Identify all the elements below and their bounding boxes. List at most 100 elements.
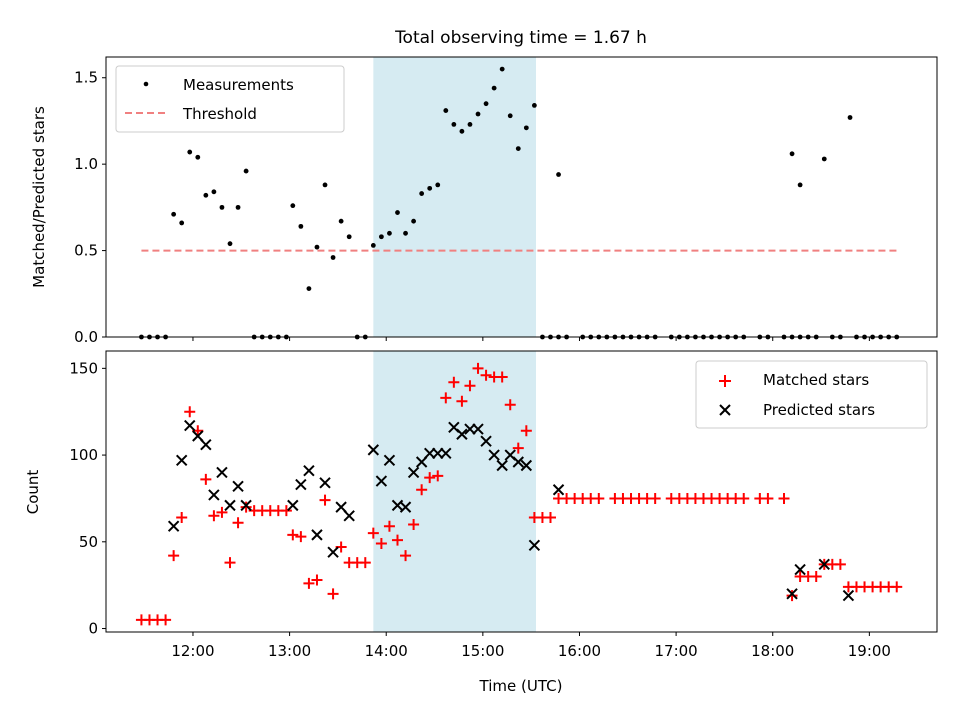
count-xtick-label: 13:00: [268, 642, 311, 660]
matched-star-point: [762, 492, 774, 504]
matched-star-point: [496, 371, 508, 383]
predicted-star-point: [488, 449, 500, 461]
count-xtick-label: 12:00: [171, 642, 214, 660]
measurement-point: [435, 182, 441, 188]
matched-star-point: [738, 492, 750, 504]
matched-star-point: [391, 534, 403, 546]
predicted-star-point: [472, 423, 484, 435]
measurement-point: [290, 203, 296, 209]
matched-star-point: [544, 512, 556, 524]
measurement-point: [322, 182, 328, 188]
count-legend-box: [695, 360, 928, 429]
count-xtick-label: 16:00: [558, 642, 601, 660]
measurement-point: [387, 230, 392, 236]
legend-matched-label: Matched stars: [763, 371, 869, 389]
measurement-point: [243, 168, 249, 174]
predicted-star-point: [480, 435, 492, 447]
predicted-star-point: [528, 539, 541, 551]
measurement-point: [171, 211, 177, 217]
predicted-star-point: [192, 430, 204, 442]
matched-star-point: [440, 392, 452, 404]
measurement-point: [219, 204, 225, 210]
measurement-point: [847, 115, 853, 120]
measurement-point: [195, 154, 201, 160]
legend-measurements-label: Measurements: [183, 76, 294, 94]
count-plot-frame: [105, 350, 938, 633]
count-xtick-label: 18:00: [751, 642, 794, 660]
matched-star-point: [319, 494, 331, 506]
matched-star-point: [216, 506, 228, 518]
ratio-ytick-label: 0.0: [74, 328, 98, 346]
ratio-ytick-label: 0.5: [74, 242, 98, 260]
measurement-point: [499, 66, 505, 72]
ratio-legend-box: [115, 65, 345, 133]
matched-star-point: [375, 538, 387, 550]
matched-star-point: [464, 380, 476, 392]
matched-star-point: [359, 557, 371, 569]
measurement-point: [467, 122, 473, 127]
measurement-point: [203, 192, 209, 198]
matched-star-point: [834, 558, 846, 570]
matched-star-point: [432, 470, 444, 482]
matched-star-point: [593, 492, 605, 504]
matched-star-point: [649, 492, 661, 504]
ratio-highlight-span: [373, 57, 536, 337]
matched-star-point: [383, 520, 395, 532]
legend-threshold-label: Threshold: [182, 105, 257, 123]
count-ytick-label: 50: [79, 533, 98, 551]
count-ytick-label: 0: [88, 620, 98, 638]
measurement-point: [403, 230, 408, 236]
matched-star-point: [160, 614, 172, 626]
matched-star-point: [472, 362, 484, 374]
count-ytick-label: 150: [69, 359, 98, 377]
measurement-point: [330, 255, 336, 260]
predicted-star-point: [216, 466, 228, 479]
measurement-point: [821, 156, 827, 162]
ratio-panel: 0.0 0.5 1.0 1.5 Matched/Predicted stars Mea…: [30, 56, 938, 346]
predicted-star-point: [200, 438, 212, 451]
predicted-star-point: [794, 563, 806, 576]
measurement-point: [314, 244, 320, 250]
measurement-point: [378, 234, 384, 240]
measurement-point: [789, 151, 795, 157]
predicted-star-point: [343, 510, 355, 522]
predicted-star-point: [208, 489, 220, 501]
measurement-point: [395, 210, 400, 215]
predicted-star-point: [383, 454, 396, 466]
ratio-y-axis: 0.0 0.5 1.0 1.5: [74, 69, 106, 346]
predicted-star-point: [184, 419, 196, 432]
measurement-point: [556, 172, 561, 177]
matched-star-point: [303, 577, 315, 589]
legend-predicted-label: Predicted stars: [763, 401, 875, 419]
measurement-point: [411, 218, 416, 224]
predicted-star-point: [303, 464, 315, 477]
predicted-star-point: [319, 477, 331, 489]
measurement-point: [797, 182, 803, 188]
predicted-star-point: [295, 478, 307, 491]
legend-predicted-marker: [719, 404, 731, 416]
measurement-point: [483, 101, 489, 107]
measurement-point: [507, 113, 513, 119]
ratio-ytick-label: 1.0: [74, 155, 98, 173]
matched-star-point: [327, 588, 339, 600]
matched-star-point: [176, 512, 188, 524]
matched-star-point: [224, 557, 236, 569]
matched-star-point: [367, 527, 379, 539]
predicted-star-point: [512, 456, 524, 468]
predicted-star-point: [440, 447, 452, 460]
measurement-point: [427, 185, 433, 191]
x-axis-label: Time (UTC): [479, 677, 563, 695]
count-marks: [135, 362, 903, 626]
matched-star-point: [200, 473, 212, 485]
matched-star-point: [480, 369, 492, 381]
matched-star-point: [168, 550, 180, 562]
measurement-point: [346, 234, 352, 240]
matched-star-point: [778, 492, 790, 504]
matched-star-point: [232, 517, 244, 529]
measurement-point: [523, 125, 529, 131]
matched-star-point: [504, 399, 516, 411]
predicted-star-point: [367, 444, 380, 456]
measurement-point: [235, 204, 241, 210]
measurement-point: [179, 220, 185, 226]
